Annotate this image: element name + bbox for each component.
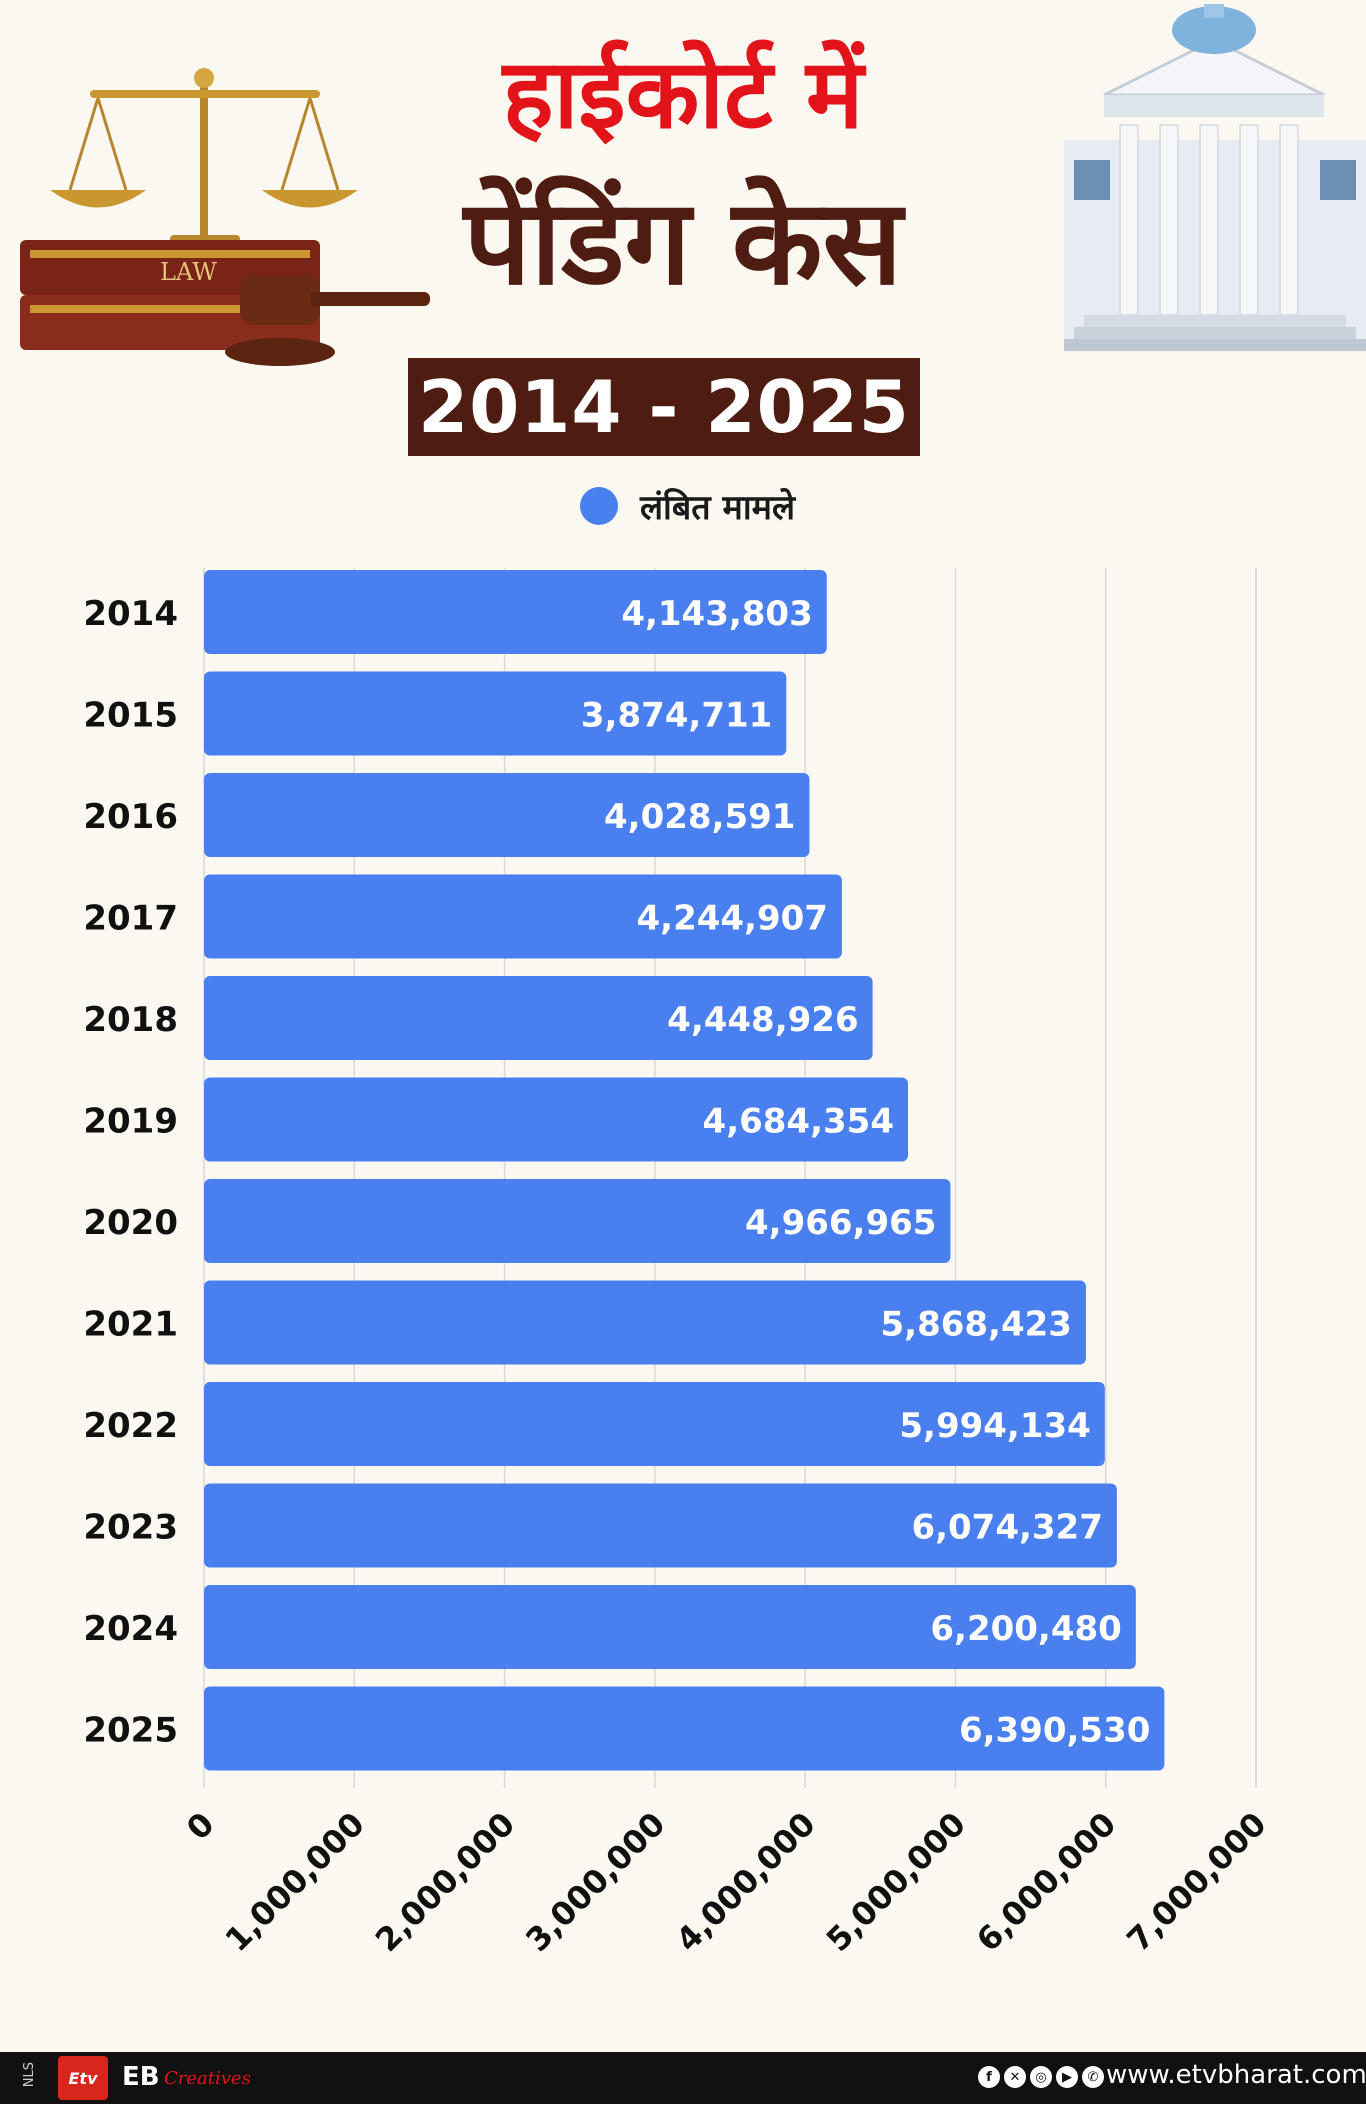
value-label: 5,994,134 — [899, 1406, 1090, 1446]
footer-nls: NLS — [22, 2062, 37, 2088]
x-icon[interactable]: ✕ — [1004, 2066, 1026, 2088]
category-label: 2018 — [83, 1000, 178, 1040]
category-label: 2021 — [83, 1305, 178, 1345]
category-label: 2014 — [83, 594, 178, 634]
header: LAW हाईकोर्ट में पेंडिंग केस 2014 - 2025… — [0, 0, 1366, 528]
bar-chart: 2014 4,143,803 2015 3,874,711 2016 4,028,591 2… — [83, 568, 1274, 1959]
bar — [204, 1686, 1165, 1771]
chart-title-line1: हाईकोर्ट में — [502, 38, 864, 150]
law-scales-books-gavel-illustration: LAW — [20, 68, 430, 366]
x-tick-label: 4,000,000 — [669, 1805, 823, 1959]
value-label: 3,874,711 — [581, 696, 772, 736]
x-tick-label: 5,000,000 — [819, 1805, 973, 1959]
category-label: 2022 — [83, 1406, 178, 1446]
x-tick-label: 7,000,000 — [1119, 1805, 1273, 1959]
value-label: 4,028,591 — [604, 797, 795, 837]
bar — [204, 1179, 951, 1263]
category-label: 2016 — [83, 797, 178, 837]
x-tick-label: 3,000,000 — [518, 1805, 672, 1959]
x-tick-label: 6,000,000 — [969, 1805, 1123, 1959]
bar — [204, 671, 787, 756]
instagram-icon[interactable]: ◎ — [1030, 2066, 1052, 2088]
value-label: 6,390,530 — [959, 1711, 1150, 1751]
bar — [204, 1280, 1086, 1365]
bar — [204, 570, 827, 654]
youtube-icon[interactable]: ▶ — [1056, 2066, 1078, 2088]
year-range-banner: 2014 - 2025 — [408, 358, 920, 456]
value-label: 4,966,965 — [745, 1203, 936, 1243]
legend-swatch — [580, 487, 618, 525]
bar — [204, 773, 810, 857]
bar — [204, 1077, 908, 1162]
bar — [204, 874, 842, 959]
x-tick-label: 0 — [179, 1805, 222, 1848]
social-icons: f ✕ ◎ ▶ ✆ — [978, 2066, 1104, 2088]
legend: लंबित मामले — [580, 484, 795, 528]
bar — [204, 976, 873, 1060]
value-label: 4,143,803 — [621, 594, 812, 634]
value-label: 4,448,926 — [667, 1000, 858, 1040]
value-label: 4,244,907 — [637, 899, 828, 939]
facebook-icon[interactable]: f — [978, 2066, 1000, 2088]
category-label: 2023 — [83, 1508, 178, 1548]
footer-creatives-label: Creatives — [164, 2068, 251, 2089]
x-tick-label: 1,000,000 — [218, 1805, 372, 1959]
category-label: 2017 — [83, 899, 178, 939]
footer: NLS Etv EB Creatives f ✕ ◎ ▶ ✆ www.etvbh… — [0, 2052, 1366, 2104]
legend-label: लंबित मामले — [640, 488, 796, 528]
category-label: 2015 — [83, 696, 178, 736]
bar — [204, 1585, 1136, 1669]
etv-logo[interactable]: Etv — [58, 2056, 108, 2100]
category-label: 2019 — [83, 1102, 178, 1142]
bar — [204, 1483, 1117, 1568]
x-tick-label: 2,000,000 — [368, 1805, 522, 1959]
bar — [204, 1382, 1105, 1466]
footer-eb-label: EB — [122, 2062, 160, 2092]
chart-title-line2: पेंडिंग केस — [463, 173, 903, 311]
value-label: 4,684,354 — [703, 1102, 894, 1142]
category-label: 2024 — [83, 1609, 178, 1649]
book-law-label: LAW — [160, 258, 217, 286]
value-label: 6,200,480 — [930, 1609, 1121, 1649]
value-label: 5,868,423 — [881, 1305, 1072, 1345]
category-label: 2025 — [83, 1711, 178, 1751]
category-label: 2020 — [83, 1203, 178, 1243]
whatsapp-icon[interactable]: ✆ — [1082, 2066, 1104, 2088]
footer-url[interactable]: www.etvbharat.com — [1106, 2060, 1366, 2090]
courthouse-illustration — [1064, 4, 1366, 351]
value-label: 6,074,327 — [911, 1508, 1102, 1548]
